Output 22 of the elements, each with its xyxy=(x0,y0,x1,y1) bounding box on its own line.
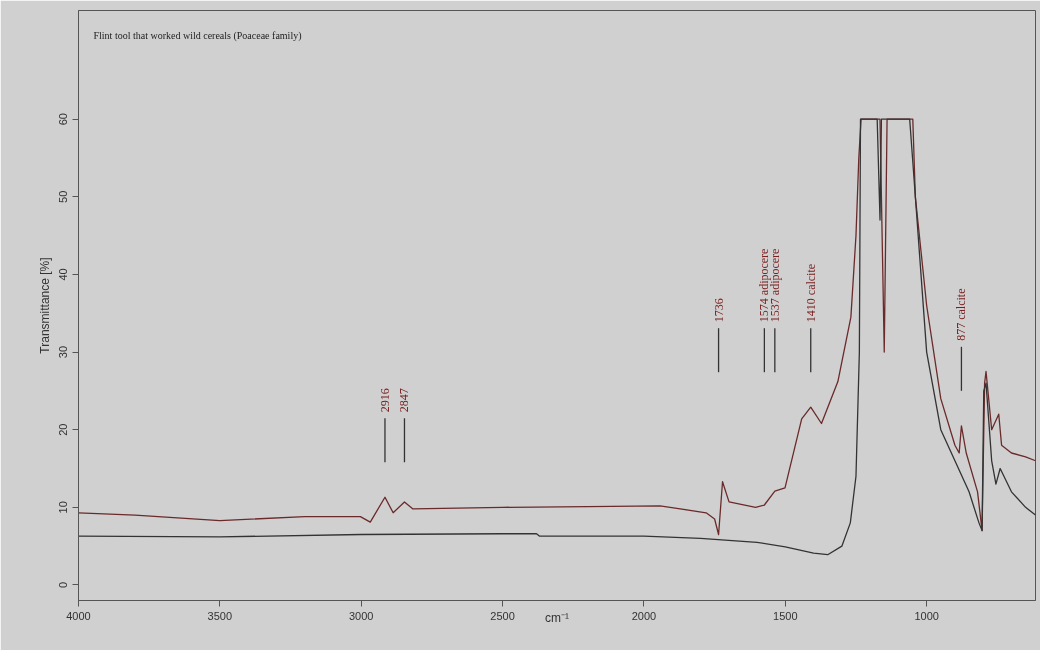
x-tick-label: 1000 xyxy=(914,609,939,622)
y-tick-label: 0 xyxy=(57,581,70,589)
ref-line-label: 2847 xyxy=(397,388,412,413)
x-tick-label: 2500 xyxy=(490,609,515,622)
x-tick-label: 3000 xyxy=(348,609,374,622)
ref-line-label: 877 calcite xyxy=(954,288,969,341)
y-tick-label: 40 xyxy=(57,268,70,281)
ref-line-label: 2916 xyxy=(377,388,392,413)
ref-line-label: 1410 calcite xyxy=(803,263,818,323)
y-axis-title: Transmittance [%] xyxy=(37,257,52,354)
y-tick-label: 30 xyxy=(57,345,70,359)
y-tick-label: 10 xyxy=(57,501,70,514)
y-tick-label: 60 xyxy=(57,113,70,126)
x-tick-label: 2000 xyxy=(631,609,657,622)
ref-line-label: 1736 xyxy=(711,298,726,323)
x-tick-label: 3500 xyxy=(207,609,233,622)
x-tick-label: 1500 xyxy=(773,609,798,622)
y-tick-label: 50 xyxy=(57,190,70,203)
text: Flint tool that worked wild cereals (Poaceae family) xyxy=(93,29,302,42)
y-tick-label: 20 xyxy=(57,423,70,436)
x-axis-title: cm⁻¹ xyxy=(545,610,569,625)
x-tick-label: 4000 xyxy=(66,609,91,622)
